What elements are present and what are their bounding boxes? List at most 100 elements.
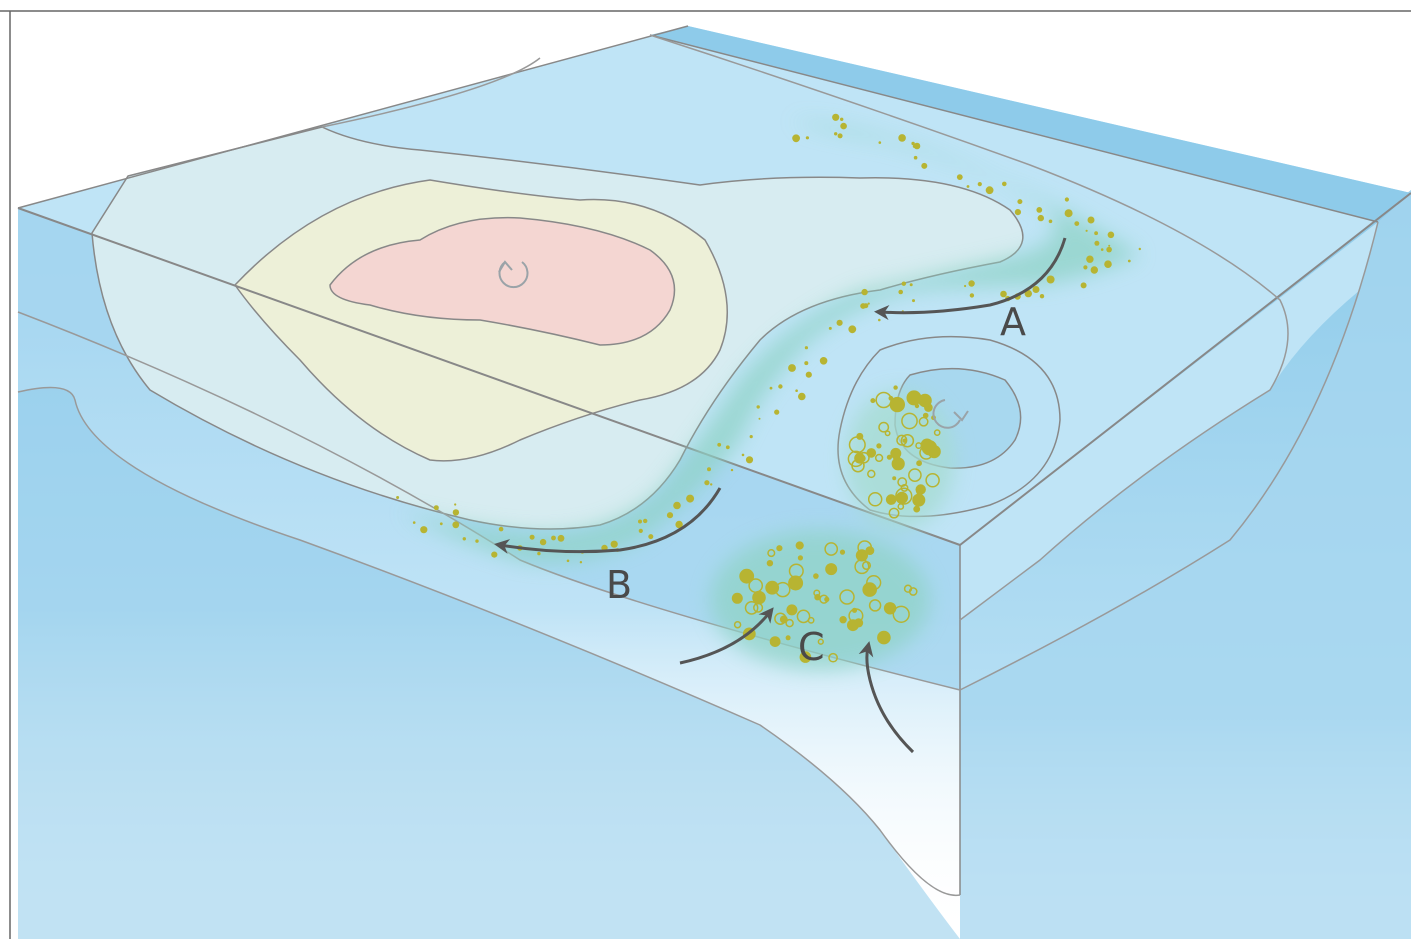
label-b: B — [606, 563, 632, 607]
top-far-strip — [650, 26, 1411, 222]
right-top-edge — [959, 192, 1411, 546]
plankton-dot — [804, 346, 809, 350]
plankton-dot — [1107, 231, 1115, 239]
plankton-dot — [897, 503, 905, 510]
plankton-dot — [851, 458, 865, 473]
plankton-dot — [638, 519, 642, 524]
plankton-dot — [918, 393, 932, 408]
plankton-dot — [1083, 265, 1088, 270]
plankton-dot — [908, 468, 922, 482]
front-top-edge — [17, 207, 961, 546]
plankton-dot — [1090, 266, 1099, 274]
plankton-dot — [529, 534, 535, 540]
plankton-dot — [1017, 199, 1023, 205]
plankton-dot — [1000, 290, 1007, 298]
plankton-dot — [911, 141, 915, 146]
plankton-dot — [439, 522, 443, 526]
plankton-dot — [839, 549, 846, 555]
plankton-dot — [813, 573, 819, 579]
plankton-dot — [643, 518, 648, 524]
back-left-edge — [17, 25, 689, 209]
plankton-dot — [1094, 231, 1098, 236]
plankton-dot — [836, 319, 843, 326]
plankton-dot — [769, 636, 781, 647]
plankton-dot — [1002, 181, 1007, 187]
plankton-dot — [785, 635, 791, 641]
plankton-dot — [890, 447, 902, 459]
plankton-dot — [892, 605, 910, 623]
plankton-particles — [396, 113, 1142, 663]
plankton-dot — [774, 409, 780, 415]
plankton-dot — [921, 162, 928, 169]
plankton-dot — [788, 575, 804, 591]
plankton-dot — [799, 651, 812, 663]
plankton-dot — [673, 501, 681, 510]
plankton-dot — [1037, 214, 1045, 222]
plankton-dot — [878, 141, 882, 144]
rotation-arrow-icon — [932, 399, 969, 429]
plankton-dot — [731, 592, 743, 604]
plankton-dot — [769, 386, 773, 390]
plankton-dot — [878, 421, 890, 433]
plankton-dot — [912, 299, 915, 303]
plankton-dot — [1087, 216, 1095, 224]
plankton-dot — [893, 385, 898, 390]
plankton-dot — [1108, 244, 1111, 247]
plankton-dot — [854, 559, 870, 575]
plankton-dot — [837, 133, 843, 139]
plankton-dot — [745, 456, 754, 464]
plankton-dot — [733, 620, 742, 629]
plankton-dot — [551, 535, 556, 541]
plankton-dot — [956, 174, 963, 181]
plankton-dot — [883, 602, 897, 615]
plankton-dot — [798, 392, 806, 401]
plankton-dot — [752, 590, 766, 605]
plankton-dot — [1094, 240, 1100, 246]
plankton-dot — [824, 542, 839, 556]
plankton-dot — [840, 117, 844, 122]
plankton-dot — [867, 492, 883, 507]
plankton-dot — [433, 505, 439, 511]
plankton-dot — [807, 616, 815, 624]
plankton-dot — [828, 326, 832, 330]
plankton-dot — [741, 453, 745, 457]
plankton-dot — [795, 541, 804, 550]
plankton-dot — [539, 538, 547, 546]
plankton-dot — [805, 371, 812, 378]
plankton-dot — [825, 563, 838, 576]
plankton-dot — [776, 545, 783, 552]
plankton-dot — [902, 438, 907, 443]
plankton-dot — [557, 534, 565, 542]
plankton-dot — [1138, 247, 1142, 251]
plankton-dot — [856, 432, 864, 440]
plankton-dot — [862, 582, 877, 597]
plankton-dot — [840, 122, 847, 130]
right-lower-layer — [960, 190, 1411, 939]
plankton-dot — [867, 302, 870, 305]
plankton-dot — [868, 599, 882, 612]
plankton-dot — [452, 509, 460, 516]
plankton-dot — [766, 560, 774, 567]
plankton-dot — [579, 561, 583, 564]
plankton-dot — [804, 361, 809, 366]
plankton-dot — [847, 619, 859, 632]
plankton-dot — [870, 398, 876, 404]
plankton-dot — [839, 589, 855, 605]
plankton-dot — [686, 494, 695, 503]
label-c: C — [798, 625, 825, 669]
plankton-dot — [877, 630, 891, 645]
plankton-dot — [1032, 286, 1040, 293]
plankton-dot — [638, 528, 643, 534]
plankton-dot — [725, 445, 730, 450]
plankton-dot — [839, 616, 847, 624]
plankton-dot — [834, 132, 838, 136]
plankton-dot — [1085, 229, 1088, 232]
plankton-dot — [648, 534, 654, 540]
curved-arrow-icon — [494, 237, 1067, 754]
plankton-dot — [1048, 219, 1053, 224]
plankton-dot — [878, 318, 881, 322]
plankton-dot — [707, 467, 711, 472]
plankton-dot — [891, 457, 905, 471]
plankton-dot — [1104, 260, 1112, 269]
